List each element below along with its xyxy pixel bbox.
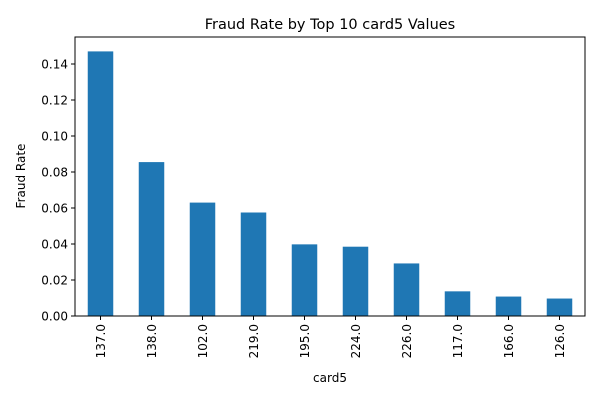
y-tick-label: 0.00 [41,310,68,324]
bar-126.0 [546,298,573,316]
x-tick-label: 195.0 [298,324,312,358]
bar-226.0 [393,263,420,316]
y-axis-label: Fraud Rate [14,144,28,209]
y-tick-label: 0.08 [41,166,68,180]
bar-219.0 [240,212,267,316]
x-tick-label: 219.0 [247,324,261,358]
bar-117.0 [444,291,471,316]
y-tick-label: 0.12 [41,94,68,108]
x-tick-label: 137.0 [94,324,108,358]
x-axis-label: card5 [313,371,347,385]
y-tick-label: 0.14 [41,58,68,72]
bars-layer [87,51,573,317]
bar-195.0 [291,244,318,316]
y-tick-label: 0.06 [41,202,68,216]
y-tick-label: 0.04 [41,238,68,252]
x-tick-label: 117.0 [451,324,465,358]
chart-title: Fraud Rate by Top 10 card5 Values [205,17,456,33]
y-axis: 0.00 0.02 0.04 0.06 0.08 0.10 0.12 0.14 [41,58,75,324]
y-tick-label: 0.02 [41,274,68,288]
x-tick-label: 166.0 [502,324,516,358]
bar-137.0 [87,51,114,317]
bar-102.0 [189,202,216,316]
plot-frame [74,36,586,317]
y-tick-label: 0.10 [41,130,68,144]
x-axis: 137.0 138.0 102.0 219.0 195.0 224.0 226.0 117.0… [94,316,567,358]
x-tick-label: 102.0 [196,324,210,358]
x-tick-label: 126.0 [553,324,567,358]
bar-224.0 [342,246,369,316]
x-tick-label: 138.0 [145,324,159,358]
bar-138.0 [138,162,165,316]
x-tick-label: 226.0 [400,324,414,358]
x-tick-label: 224.0 [349,324,363,358]
bar-166.0 [495,296,522,316]
